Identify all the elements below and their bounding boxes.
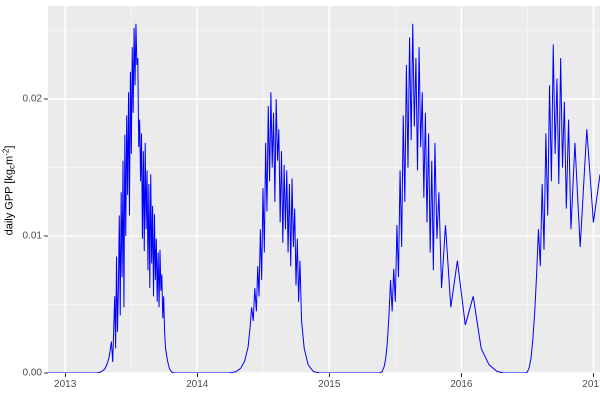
plot-panel — [48, 6, 600, 373]
x-tick-mark — [197, 373, 199, 377]
grid-major-lines — [48, 6, 600, 373]
x-tick-label: 2015 — [318, 379, 341, 390]
x-tick-mark — [65, 373, 67, 377]
x-tick-mark — [329, 373, 331, 377]
data-series-group — [48, 23, 600, 373]
x-axis-tick-marks — [0, 373, 600, 377]
plot-svg — [48, 6, 600, 373]
x-tick-label: 2016 — [450, 379, 473, 390]
x-tick-label: 2013 — [54, 379, 77, 390]
x-tick-label: 2017 — [582, 379, 600, 390]
x-tick-label: 2014 — [186, 379, 209, 390]
series-line-0 — [48, 23, 600, 373]
x-axis-tick-labels: 2013 2014 2015 2016 2017 — [0, 379, 600, 395]
y-tick-label: 0.01 — [22, 230, 42, 242]
x-tick-mark — [593, 373, 595, 377]
y-tick-mark — [44, 235, 48, 237]
y-axis-tick-marks — [44, 0, 48, 400]
y-tick-label: 0.00 — [22, 367, 42, 379]
x-tick-mark — [461, 373, 463, 377]
y-tick-mark — [44, 372, 48, 374]
y-tick-mark — [44, 98, 48, 100]
y-axis-tick-labels: 0.00 0.01 0.02 — [14, 0, 42, 400]
y-tick-label: 0.02 — [22, 93, 42, 105]
grid-minor-lines — [48, 6, 600, 373]
